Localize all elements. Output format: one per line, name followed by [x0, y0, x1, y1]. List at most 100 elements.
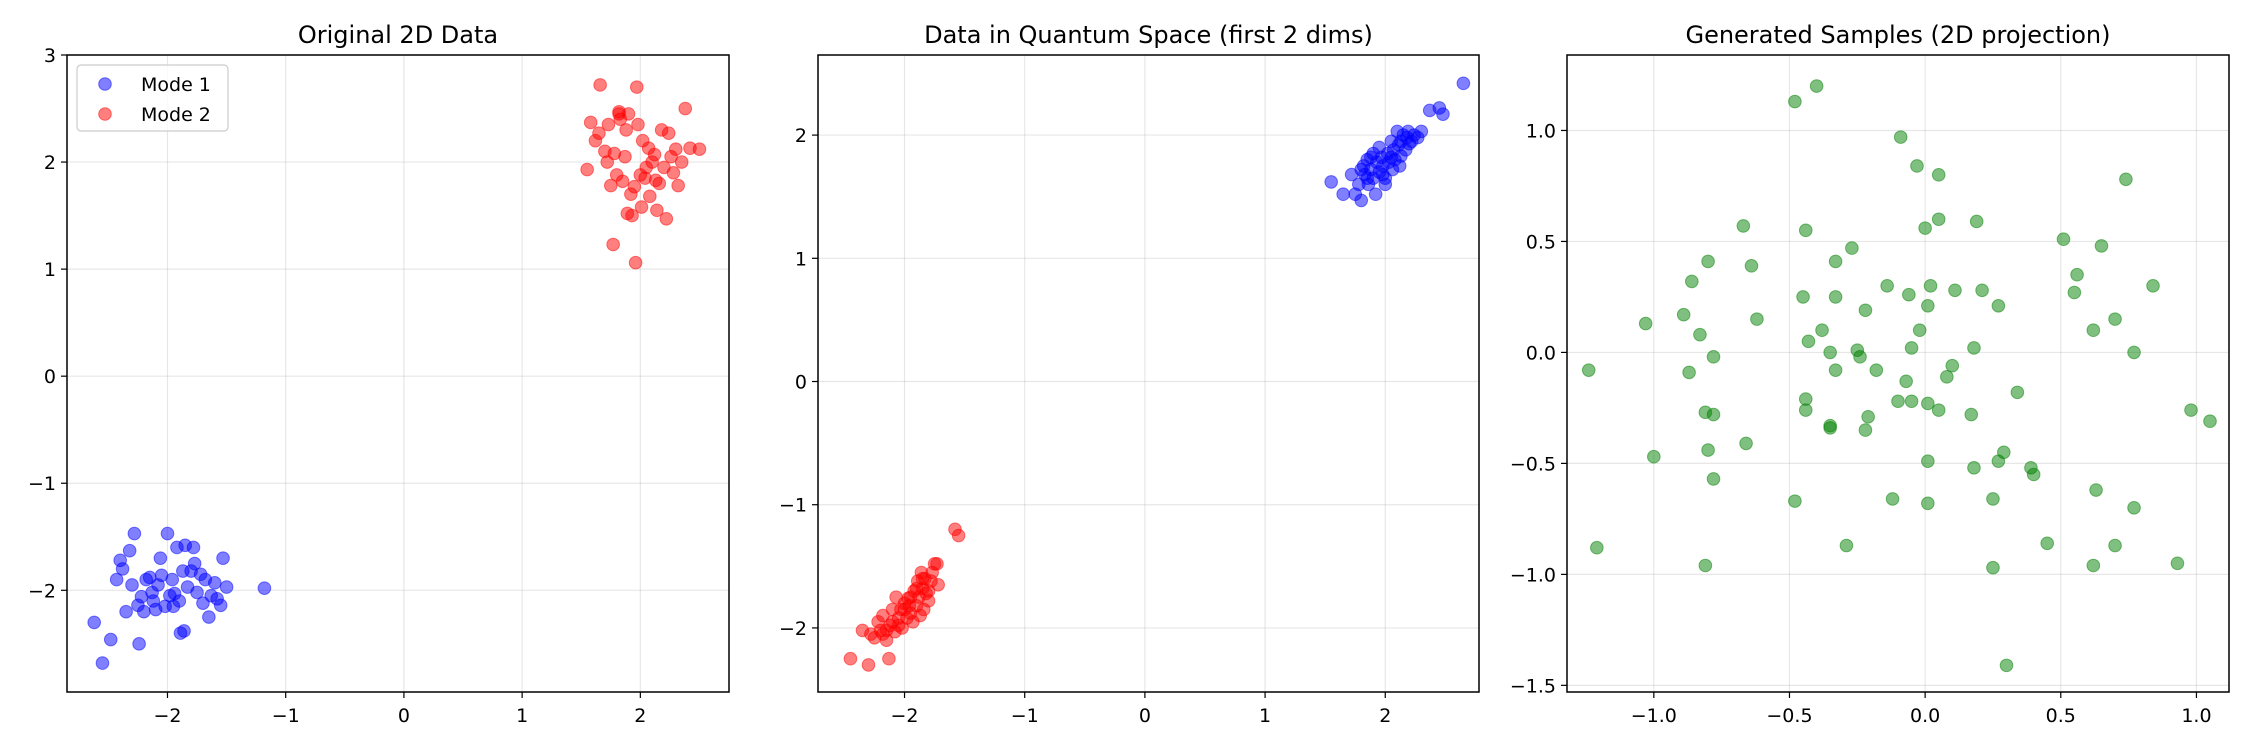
legend-box [76, 64, 229, 132]
scatter-point [1948, 283, 1962, 298]
scatter-point [1845, 241, 1859, 255]
y-tick-label: 1 [44, 259, 56, 281]
scatter-point [1368, 187, 1383, 202]
scatter-point [1828, 254, 1843, 269]
scatter-point [1798, 223, 1813, 238]
scatter-point [1904, 394, 1919, 409]
scatter-point [2108, 538, 2122, 553]
scatter-point [1858, 303, 1873, 318]
scatter-point [1414, 124, 1429, 139]
x-tick-label: −2 [891, 705, 919, 727]
scatter-point [1853, 350, 1867, 364]
x-tick-label: 1.0 [2181, 705, 2211, 727]
x-tick-label: 0 [398, 705, 410, 727]
scatter-point [2010, 385, 2025, 400]
scatter-point [1456, 76, 1471, 91]
y-tick-label: −2 [28, 580, 56, 602]
scatter-point [629, 80, 644, 94]
scatter-point [1893, 130, 1908, 144]
scatter-point [674, 155, 689, 169]
y-tick-label: −1.0 [1510, 564, 1556, 586]
series-0 [1581, 79, 2217, 673]
scatter-point [125, 578, 139, 592]
scatter-point [661, 126, 676, 140]
legend-label: Mode 2 [141, 104, 211, 126]
scatter-point [930, 557, 944, 571]
scatter-point [1912, 323, 1927, 338]
scatter-point [95, 656, 110, 670]
scatter-point [1839, 538, 1854, 553]
scatter-point [137, 604, 151, 619]
scatter-point [1910, 159, 1924, 173]
scatter-point [1436, 107, 1450, 121]
scatter-point [2108, 312, 2122, 326]
scatter-point [882, 651, 896, 666]
x-tick-label: 1 [516, 705, 528, 727]
scatter-point [843, 651, 858, 666]
x-tick-label: 0.0 [1910, 705, 1940, 727]
scatter-point [1744, 259, 1759, 273]
scatter-point [1324, 175, 1338, 189]
scatter-point [1964, 407, 1979, 422]
scatter-point [1828, 290, 1843, 304]
scatter-point [2056, 232, 2071, 247]
scatter-point [902, 598, 917, 613]
scatter-point [583, 115, 598, 130]
scatter-point [2119, 172, 2133, 187]
scatter-point [187, 556, 202, 571]
scatter-point [1788, 494, 1802, 508]
y-tick-label: 1 [795, 248, 807, 270]
scatter-point [1736, 219, 1751, 233]
scatter-point [1921, 496, 1935, 511]
scatter-point [666, 165, 681, 180]
scatter-point [1967, 341, 1981, 355]
scatter-point [1796, 290, 1810, 304]
x-tick-label: 1 [1259, 705, 1271, 727]
scatter-point [650, 203, 664, 218]
scatter-point [618, 149, 632, 164]
plot-frame [817, 54, 1480, 693]
scatter-point [1986, 560, 2000, 575]
panel-generated-samples: −1.0 −0.5 0.0 0.5 1.0 −1.5 −1.0 −0.5 0.0 0.5 1.0 Ge… [1510, 21, 2230, 727]
scatter-point [631, 117, 645, 132]
scatter-point [692, 142, 707, 157]
scatter-point [190, 585, 204, 600]
x-tick-label: 0.5 [2046, 705, 2076, 727]
y-tick-label: 0.5 [1526, 231, 1556, 253]
x-tick-label: −0.5 [1766, 705, 1812, 727]
scatter-point [1701, 443, 1715, 457]
scatter-point [115, 562, 130, 576]
scatter-point [1945, 358, 1960, 373]
scatter-point [2094, 239, 2109, 253]
scatter-point [2184, 403, 2198, 417]
scatter-point [2086, 558, 2101, 573]
legend-label: Mode 1 [141, 74, 211, 96]
scatter-point [1823, 421, 1837, 435]
scatter-point [1706, 407, 1721, 422]
scatter-point [1788, 94, 1802, 109]
scatter-point [951, 528, 966, 543]
scatter-point [606, 237, 620, 252]
scatter-point [1693, 327, 1707, 342]
scatter-point [671, 178, 685, 193]
scatter-point [603, 178, 618, 193]
scatter-point [1931, 403, 1946, 417]
x-tick-label: −2 [153, 705, 181, 727]
scatter-point [165, 572, 180, 587]
scatter-point [1682, 365, 1696, 380]
scatter-point [1638, 316, 1653, 331]
plot-frame [1566, 54, 2230, 693]
legend-marker [98, 77, 112, 91]
scatter-point [648, 173, 663, 188]
y-tick-label: 3 [44, 45, 56, 67]
scatter-point [580, 162, 594, 177]
scatter-point [1891, 394, 1905, 409]
scatter-point [1354, 193, 1369, 208]
scatter-point [186, 540, 201, 555]
scatter-point [1685, 274, 1699, 289]
y-tick-label: 1.0 [1526, 120, 1556, 142]
scatter-point [1336, 187, 1350, 202]
scatter-point [634, 200, 649, 214]
scatter-point [879, 623, 894, 638]
scatter-point [1815, 323, 1829, 338]
